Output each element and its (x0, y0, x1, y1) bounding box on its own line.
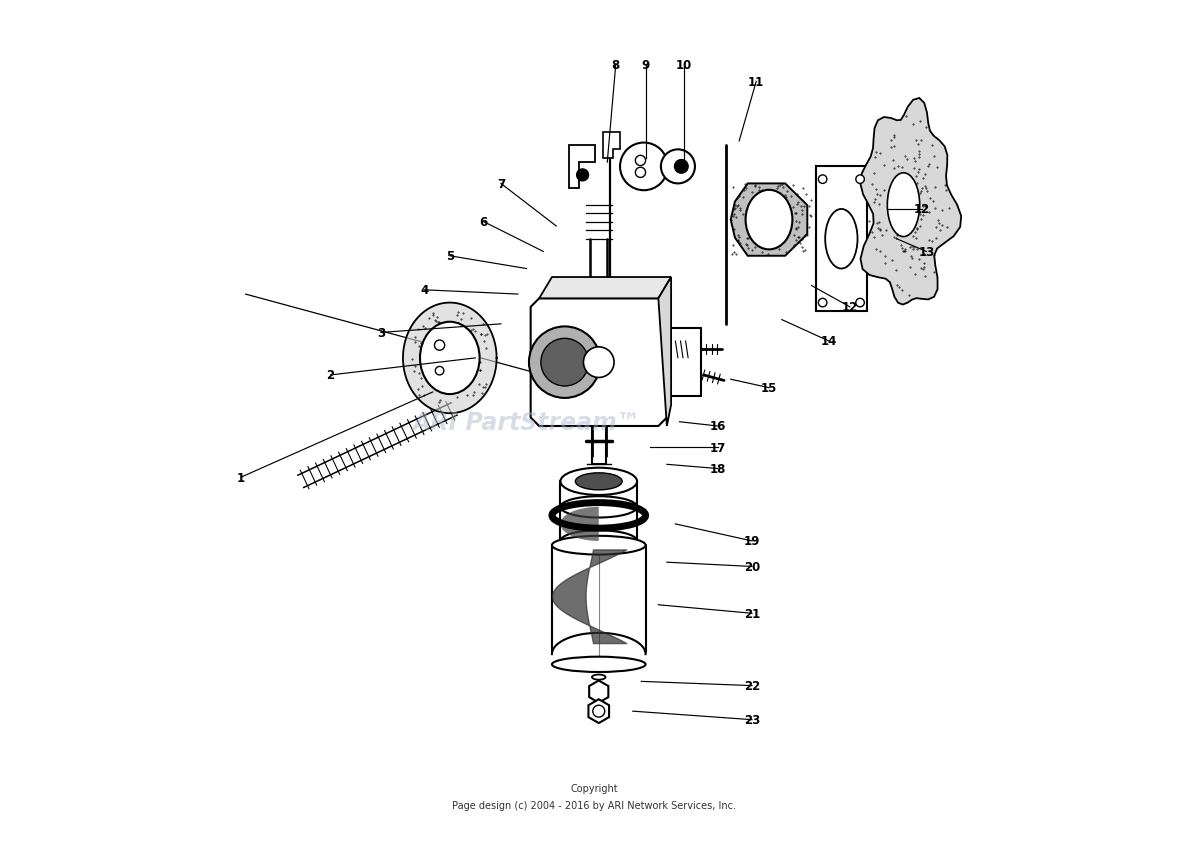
Ellipse shape (420, 322, 479, 395)
Ellipse shape (746, 190, 792, 250)
Ellipse shape (560, 531, 637, 552)
Circle shape (435, 367, 443, 375)
Polygon shape (403, 303, 497, 414)
Text: 11: 11 (748, 76, 765, 89)
Text: 17: 17 (710, 441, 726, 455)
Text: 12: 12 (914, 203, 930, 216)
Circle shape (818, 299, 826, 307)
Ellipse shape (552, 657, 646, 672)
Text: 13: 13 (918, 246, 935, 258)
Polygon shape (861, 99, 961, 305)
Text: 5: 5 (446, 250, 454, 263)
Polygon shape (589, 699, 609, 723)
Ellipse shape (560, 468, 637, 496)
Circle shape (661, 150, 694, 184)
Polygon shape (603, 133, 619, 159)
Circle shape (529, 327, 600, 398)
Polygon shape (570, 146, 594, 189)
Text: 12: 12 (842, 301, 858, 314)
Text: 3: 3 (378, 327, 385, 339)
Text: 16: 16 (710, 420, 726, 433)
Ellipse shape (592, 675, 605, 680)
Circle shape (541, 339, 589, 386)
Text: 22: 22 (744, 679, 760, 693)
Circle shape (584, 347, 614, 378)
Ellipse shape (825, 210, 857, 270)
Text: 15: 15 (761, 382, 778, 395)
Circle shape (818, 176, 826, 184)
Polygon shape (590, 681, 609, 703)
Text: 14: 14 (820, 335, 837, 348)
Text: Page design (c) 2004 - 2016 by ARI Network Services, Inc.: Page design (c) 2004 - 2016 by ARI Netwo… (453, 800, 736, 809)
Polygon shape (816, 167, 867, 311)
Text: 10: 10 (675, 59, 692, 72)
Circle shape (619, 143, 668, 191)
Text: 21: 21 (744, 607, 760, 620)
Polygon shape (659, 278, 671, 426)
Polygon shape (560, 508, 599, 542)
Text: 1: 1 (237, 471, 245, 484)
Text: 6: 6 (479, 216, 487, 229)
Circle shape (856, 176, 864, 184)
Text: 19: 19 (744, 535, 760, 548)
Polygon shape (731, 184, 807, 257)
Circle shape (434, 340, 445, 351)
Text: 4: 4 (420, 284, 428, 297)
Polygon shape (539, 278, 671, 299)
Ellipse shape (560, 496, 637, 518)
Text: 20: 20 (744, 560, 760, 573)
Text: 18: 18 (710, 462, 726, 475)
Circle shape (674, 160, 688, 174)
Text: Copyright: Copyright (571, 783, 618, 792)
Ellipse shape (575, 473, 622, 490)
Circle shape (577, 170, 589, 182)
Ellipse shape (887, 173, 919, 237)
Polygon shape (530, 299, 667, 426)
Text: 2: 2 (327, 369, 334, 382)
Text: 8: 8 (611, 59, 619, 72)
Text: ARI PartStream™: ARI PartStream™ (413, 410, 641, 434)
Circle shape (856, 299, 864, 307)
Text: 7: 7 (497, 177, 505, 191)
Text: 23: 23 (744, 713, 760, 726)
Ellipse shape (552, 537, 646, 555)
Text: 9: 9 (641, 59, 649, 72)
